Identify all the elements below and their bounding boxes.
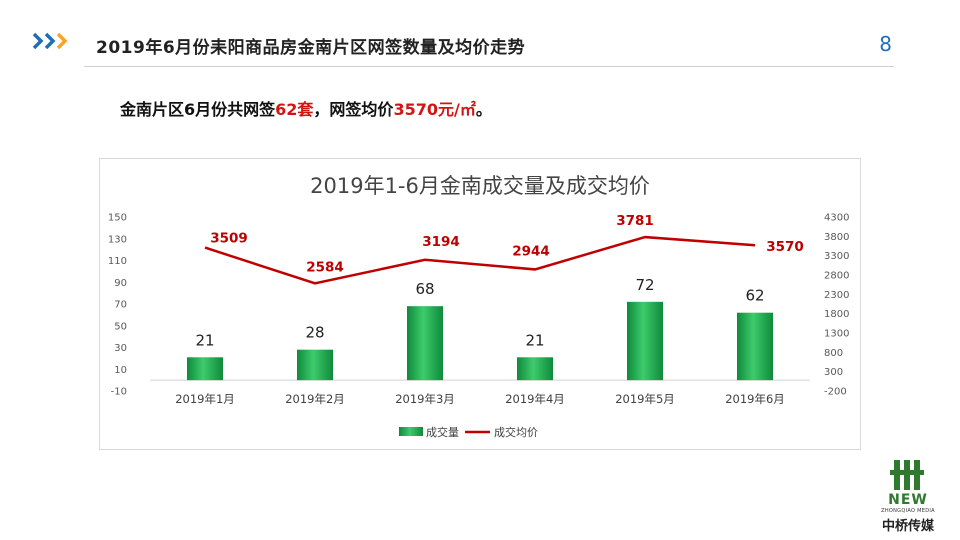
left-axis-tick-label: -10 — [111, 387, 127, 398]
right-axis-tick-label: 800 — [824, 348, 843, 359]
logo-name: 中桥传媒 — [881, 519, 934, 534]
chart-container: 2019年1-6月金南成交量及成交均价 -10 10 30 50 70 90 110 130 1… — [99, 158, 861, 450]
left-axis-tick-label: 10 — [114, 365, 127, 376]
right-axis-tick-label: 2300 — [824, 290, 849, 301]
page-title: 2019年6月份耒阳商品房金南片区网签数量及均价走势 — [96, 38, 526, 58]
x-axis-tick-label: 2019年1月 — [175, 392, 235, 406]
right-axis-tick-label: 4300 — [824, 213, 849, 224]
left-axis-tick-label: 130 — [108, 234, 127, 245]
right-axis-tick-label: 1300 — [824, 329, 849, 340]
logo-new-text: NEW — [888, 492, 928, 508]
x-axis-tick-label: 2019年2月 — [285, 392, 345, 406]
chevrons-icon — [32, 32, 68, 50]
summary-suffix: 。 — [475, 100, 492, 119]
line-data-label: 3194 — [422, 234, 460, 250]
left-axis-tick-label: 30 — [114, 343, 127, 354]
right-axis-tick-label: -200 — [824, 387, 847, 398]
bar — [627, 301, 663, 381]
right-axis-tick-label: 1800 — [824, 309, 849, 320]
left-axis-tick-label: 150 — [108, 213, 127, 224]
bar-data-label: 68 — [415, 280, 434, 298]
line-data-label: 3509 — [210, 231, 248, 247]
summary-text: 金南片区6月份共网签62套，网签均价3570元/㎡。 — [120, 96, 492, 120]
line-data-label: 3781 — [616, 213, 654, 229]
bar — [407, 306, 443, 381]
price-line — [204, 235, 756, 285]
x-axis-tick-label: 2019年4月 — [505, 392, 565, 406]
x-axis-tick-label: 2019年6月 — [725, 392, 785, 406]
left-axis-tick-label: 50 — [114, 321, 127, 332]
right-axis-tick-label: 3800 — [824, 232, 849, 243]
x-axis-tick-label: 2019年5月 — [615, 392, 675, 406]
left-axis-tick-label: 110 — [108, 256, 127, 267]
right-axis-tick-label: 2800 — [824, 271, 849, 282]
chart-title: 2019年1-6月金南成交量及成交均价 — [310, 174, 650, 198]
bar-data-label: 72 — [635, 276, 654, 294]
right-axis-tick-label: 3300 — [824, 251, 849, 262]
bar — [187, 357, 223, 381]
page-number: 8 — [879, 32, 892, 56]
x-axis-tick-label: 2019年3月 — [395, 392, 455, 406]
logo-sub-text: ZHONGQIAO MEDIA — [881, 508, 935, 514]
line-data-label: 3570 — [766, 239, 804, 255]
bar — [517, 357, 553, 381]
bar — [737, 312, 773, 381]
bar-data-label: 21 — [195, 331, 214, 349]
left-axis-tick-label: 90 — [114, 278, 127, 289]
line-data-label: 2584 — [306, 259, 344, 275]
summary-count: 62套 — [275, 100, 314, 119]
summary-price: 3570元/㎡ — [393, 100, 476, 119]
summary-prefix: 金南片区6月份共网签 — [120, 100, 276, 119]
bar-data-label: 62 — [745, 287, 764, 305]
left-axis-tick-label: 70 — [114, 300, 127, 311]
header-divider — [84, 66, 894, 67]
logo-mark-icon — [890, 460, 924, 490]
legend-bar-swatch — [399, 427, 423, 436]
brand-logo: NEW ZHONGQIAO MEDIA 中桥传媒 — [872, 458, 944, 534]
right-axis-tick-label: 300 — [824, 367, 843, 378]
header: 2019年6月份耒阳商品房金南片区网签数量及均价走势 8 — [0, 0, 960, 67]
legend-bar-label: 成交量 — [426, 425, 459, 439]
summary-middle: ，网签均价 — [313, 100, 394, 119]
bar — [297, 349, 333, 381]
legend-line-label: 成交均价 — [494, 425, 538, 439]
bar-data-label: 28 — [305, 324, 324, 342]
bar-data-label: 21 — [525, 331, 544, 349]
combo-chart: -10 10 30 50 70 90 110 130 150 -200 300 800 1300 1800… — [108, 213, 850, 440]
line-data-label: 2944 — [512, 243, 550, 259]
